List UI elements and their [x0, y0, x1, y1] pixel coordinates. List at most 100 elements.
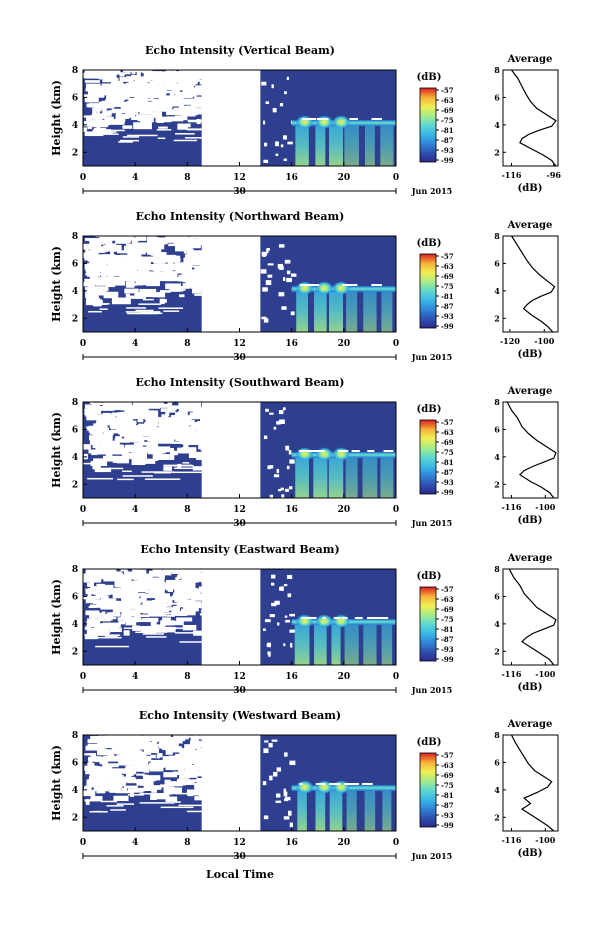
- x-tick-label: 0: [393, 339, 399, 349]
- panel-title: Echo Intensity (Eastward Beam): [140, 543, 339, 556]
- colorbar: [419, 419, 437, 495]
- heatmap-cell: [90, 247, 106, 253]
- heatmap-cell: [159, 448, 173, 451]
- heatmap-cell: [200, 260, 218, 264]
- heatmap-cell: [99, 760, 109, 765]
- heatmap-cell: [163, 741, 178, 747]
- heatmap-cell: [367, 450, 375, 452]
- heatmap-cell: [135, 256, 152, 263]
- heatmap-cell: [180, 584, 186, 591]
- heatmap-cell: [87, 618, 95, 626]
- heatmap-cell: [195, 743, 209, 748]
- heatmap-cell: [97, 255, 112, 259]
- date-tick-label: 30: [233, 852, 246, 862]
- heatmap-cell: [127, 427, 134, 432]
- heatmap-cell: [143, 437, 155, 441]
- average-x-label: (dB): [518, 515, 543, 526]
- heatmap-cell: [99, 732, 105, 736]
- heatmap-cell: [87, 88, 106, 95]
- heatmap-cell: [154, 260, 162, 264]
- heatmap: [83, 732, 396, 831]
- heatmap-cell: [278, 244, 285, 248]
- heatmap-cell: [124, 245, 128, 252]
- heatmap-cell: [295, 115, 314, 130]
- heatmap-cell: [107, 110, 125, 114]
- heatmap-cell: [260, 269, 267, 274]
- heatmap-cell: [88, 93, 101, 98]
- heatmap-cell: [117, 83, 136, 90]
- heatmap-cell: [127, 250, 141, 257]
- heatmap-cell: [170, 450, 178, 456]
- heatmap-cell: [333, 617, 341, 619]
- heatmap-cell: [380, 123, 394, 166]
- date-label: Jun 2015: [411, 352, 452, 362]
- heatmap-cell: [278, 410, 284, 415]
- heatmap-cell: [123, 454, 135, 459]
- heatmap-cell: [199, 769, 210, 773]
- heatmap-cell: [147, 583, 164, 588]
- heatmap-cell: [83, 462, 95, 465]
- heatmap-cell: [130, 452, 140, 459]
- heatmap-cell: [299, 450, 310, 452]
- heatmap-cell: [148, 612, 167, 617]
- heatmap-cell: [91, 238, 107, 243]
- colorbar-tick-label: -93: [441, 146, 454, 155]
- heatmap-cell: [194, 787, 207, 792]
- heatmap-cell: [279, 103, 284, 107]
- heatmap-cell: [102, 622, 121, 628]
- heatmap-cell: [116, 447, 130, 455]
- heatmap-cell: [266, 643, 270, 647]
- heatmap-cell: [166, 614, 176, 617]
- heatmap-cell: [158, 292, 166, 298]
- average-x-tick-label: -96: [547, 170, 562, 180]
- heatmap-cell: [112, 260, 122, 264]
- heatmap-cell: [86, 303, 108, 305]
- heatmap-cell: [192, 466, 209, 471]
- heatmap-cell: [301, 118, 307, 120]
- heatmap-cell: [190, 269, 198, 273]
- heatmap-cell: [383, 450, 394, 452]
- heatmap-cell: [91, 628, 96, 633]
- average-x-tick-label: -120: [500, 336, 520, 346]
- heatmap-cell: [159, 71, 174, 75]
- colorbar-tick-label: -93: [441, 312, 454, 321]
- heatmap-cell: [190, 422, 206, 428]
- heatmap-cell: [188, 430, 202, 436]
- heatmap-cell: [176, 617, 193, 622]
- heatmap-cell: [195, 440, 204, 444]
- heatmap-cell: [97, 756, 105, 762]
- heatmap-cell: [175, 412, 188, 418]
- heatmap-cell: [141, 593, 157, 599]
- heatmap-cell: [199, 613, 210, 616]
- heatmap-cell: [85, 293, 94, 299]
- heatmap-cell: [172, 84, 190, 91]
- heatmap-cell: [90, 104, 95, 108]
- heatmap-cell: [104, 635, 118, 637]
- heatmap-cell: [92, 107, 97, 115]
- heatmap-cell: [85, 588, 89, 592]
- heatmap-cell: [344, 123, 359, 166]
- heatmap-cell: [107, 96, 122, 100]
- heatmap-cell: [287, 593, 292, 598]
- heatmap-cell: [200, 735, 217, 739]
- heatmap-cell: [290, 642, 293, 648]
- heatmap-cell: [157, 743, 161, 747]
- heatmap-cell: [199, 105, 214, 108]
- heatmap-cell: [84, 634, 121, 636]
- average-y-tick-label: 4: [494, 619, 500, 629]
- heatmap-cell: [115, 112, 122, 116]
- heatmap-cell: [143, 769, 150, 773]
- heatmap-cell: [128, 233, 140, 237]
- heatmap-cell: [192, 591, 201, 596]
- heatmap-cell: [111, 244, 122, 251]
- x-tick-label: 8: [184, 339, 190, 349]
- heatmap-cell: [96, 789, 106, 794]
- heatmap-cell: [150, 403, 160, 407]
- x-tick-label: 12: [233, 838, 246, 848]
- heatmap-cell: [281, 494, 285, 499]
- heatmap-cell: [129, 295, 147, 299]
- heatmap-cell: [200, 753, 211, 757]
- y-tick-label: 4: [72, 786, 78, 796]
- heatmap-cell: [131, 257, 142, 260]
- heatmap-cell: [92, 590, 98, 595]
